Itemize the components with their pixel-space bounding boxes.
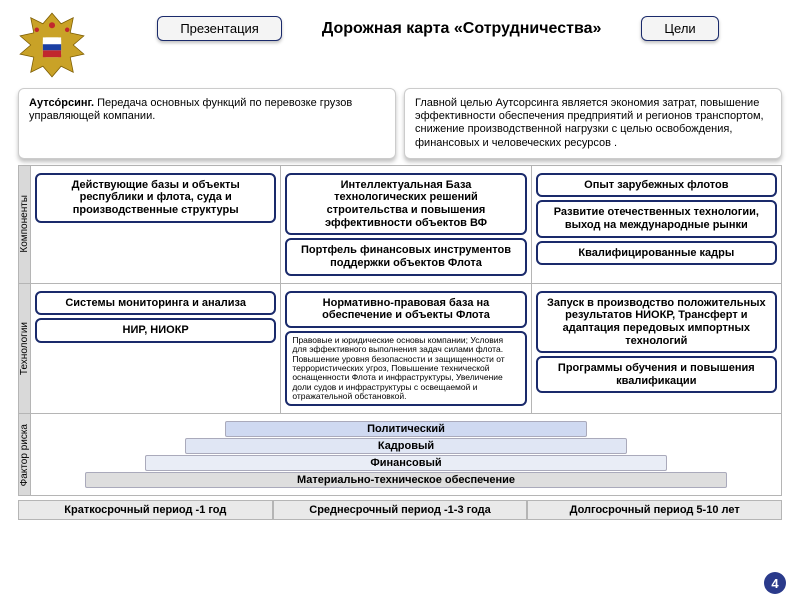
presentation-button[interactable]: Презентация (157, 16, 282, 41)
comp-c2b: Портфель финансовых инструментов поддерж… (285, 238, 526, 275)
comp-c3a: Опыт зарубежных флотов (536, 173, 777, 198)
comp-c3c: Квалифицированные кадры (536, 241, 777, 266)
periods-row: Краткосрочный период -1 год Среднесрочны… (0, 496, 800, 520)
risk-political: Политический (225, 421, 587, 437)
tech-c1b: НИР, НИОКР (35, 318, 276, 343)
tech-c3b: Программы обучения и повышения квалифика… (536, 356, 777, 393)
page-number: 4 (764, 572, 786, 594)
slide: Презентация Дорожная карта «Сотрудничест… (0, 0, 800, 600)
row-label-components: Компоненты (19, 165, 31, 283)
risk-material: Материально-техническое обеспечение (85, 472, 727, 488)
title-row: Презентация Дорожная карта «Сотрудничест… (96, 6, 780, 41)
header: Презентация Дорожная карта «Сотрудничест… (0, 0, 800, 88)
risk-staff: Кадровый (185, 438, 627, 454)
comp-c3b: Развитие отечественных технологии, выход… (536, 200, 777, 237)
intro-boxes: Аутсо́рсинг. Передача основных функций п… (0, 88, 800, 165)
period-short: Краткосрочный период -1 год (18, 500, 273, 520)
intro-left-bold: Аутсо́рсинг. (29, 97, 94, 109)
risk-stack: Политический Кадровый Финансовый Материа… (35, 418, 777, 491)
period-mid: Среднесрочный период -1-3 года (273, 500, 528, 520)
comp-c1a: Действующие базы и объекты республики и … (35, 173, 276, 223)
goals-button[interactable]: Цели (641, 16, 718, 41)
emblem-russia-icon (8, 6, 96, 84)
tech-c1a: Системы мониторинга и анализа (35, 291, 276, 316)
row-label-risk: Фактор риска (19, 414, 31, 496)
row-label-tech: Технологии (19, 283, 31, 414)
risk-financial: Финансовый (145, 455, 667, 471)
comp-c2a: Интеллектуальная База технологических ре… (285, 173, 526, 236)
tech-c3a: Запуск в производство положительных резу… (536, 291, 777, 354)
intro-left: Аутсо́рсинг. Передача основных функций п… (18, 88, 396, 159)
intro-right: Главной целью Аутсорсинга является эконо… (404, 88, 782, 159)
tech-c2a: Нормативно-правовая база на обеспечение … (285, 291, 526, 328)
tech-c2b: Правовые и юридические основы компании; … (285, 331, 526, 406)
matrix: Компоненты Действующие базы и объекты ре… (0, 165, 800, 497)
page-title: Дорожная карта «Сотрудничества» (322, 20, 602, 38)
period-long: Долгосрочный период 5-10 лет (527, 500, 782, 520)
